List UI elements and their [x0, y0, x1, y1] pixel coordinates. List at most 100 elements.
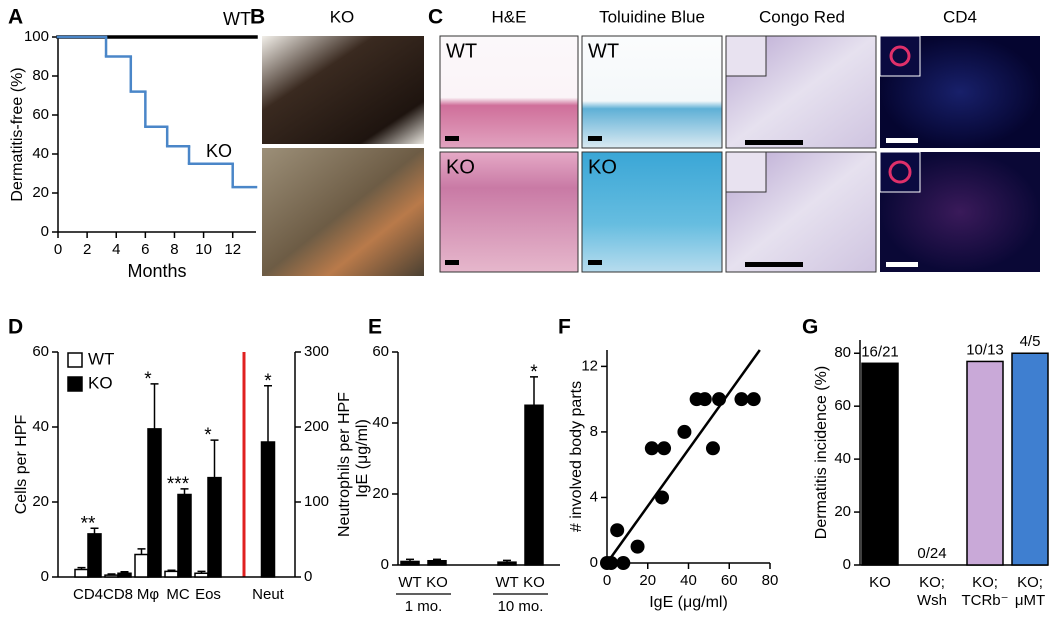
tick-label: 10: [195, 241, 212, 258]
point: [644, 441, 659, 456]
fit-line: [605, 349, 761, 564]
tick-label: 12: [581, 357, 598, 374]
tick-label: 100: [304, 493, 329, 510]
tick-label: 4: [590, 488, 598, 505]
tick-label: 6: [141, 241, 149, 258]
legend-swatch: [67, 352, 83, 368]
bar: [260, 441, 276, 578]
panel-b: B KO: [250, 6, 424, 276]
series-label: WT: [223, 9, 251, 29]
annotation: 4/5: [1020, 333, 1041, 350]
legend-swatch: [67, 376, 83, 392]
photo: [262, 36, 424, 144]
series-label: KO: [206, 141, 232, 161]
tick-label: 20: [372, 485, 389, 502]
point: [604, 556, 619, 570]
panel-letter: E: [368, 316, 382, 339]
annotation: **: [81, 513, 96, 534]
tick-label: 60: [834, 397, 851, 414]
column-title: Congo Red: [759, 7, 845, 26]
scale-bar: [445, 260, 459, 265]
x-tick-label: KO: [426, 574, 448, 591]
panel-letter: G: [802, 316, 818, 339]
y-axis-label: Dermatitis-free (%): [9, 67, 26, 201]
bar: [1011, 352, 1049, 566]
scale-bar: [588, 260, 602, 265]
x-tick-label: KO;: [972, 574, 998, 591]
micrograph: [581, 151, 723, 273]
bar: [524, 404, 544, 566]
tick-label: 60: [721, 572, 738, 589]
bar: [194, 572, 209, 578]
bar: [87, 533, 102, 578]
column-title: CD4: [943, 7, 977, 26]
tick-label: 200: [304, 418, 329, 435]
bar: [966, 360, 1004, 566]
tick-label: 20: [639, 572, 656, 589]
bar: [134, 553, 149, 578]
x-tick-label: CD8: [103, 586, 133, 603]
annotation: 16/21: [861, 343, 899, 360]
panel-letter: A: [8, 6, 23, 29]
y-axis-label: Dermatitis incidence (%): [813, 366, 830, 539]
y-axis-label: # involved body parts: [568, 381, 585, 532]
scale-bar: [886, 138, 918, 143]
tick-label: 4: [112, 241, 120, 258]
tick-label: 40: [680, 572, 697, 589]
annotation: 0/24: [917, 545, 946, 562]
group-label: 10 mo.: [498, 598, 544, 615]
bar: [497, 561, 517, 566]
column-title: H&E: [492, 7, 527, 26]
bar: [427, 559, 447, 566]
micrograph: [581, 35, 723, 149]
x-tick-label: KO: [869, 574, 891, 591]
row-label: KO: [446, 156, 475, 178]
tick-label: 0: [590, 554, 598, 571]
y2-axis-label: Neutrophils per HPF: [336, 392, 353, 537]
tick-label: 8: [170, 241, 178, 258]
x-tick-label: Eos: [195, 586, 221, 603]
x-axis-label: Months: [127, 261, 186, 281]
point: [610, 523, 625, 538]
tick-label: 0: [304, 568, 312, 585]
bar: [177, 493, 192, 578]
tick-label: 20: [32, 184, 49, 201]
column-title: Toluidine Blue: [599, 7, 705, 26]
tick-label: 0: [603, 572, 611, 589]
tick-label: 2: [83, 241, 91, 258]
x-tick-label: KO;: [1017, 574, 1043, 591]
micrograph: [439, 151, 579, 273]
inset: [725, 35, 767, 77]
row-label: WT: [588, 40, 619, 62]
x-tick-label: Neut: [252, 586, 285, 603]
x-tick-label: μMT: [1015, 592, 1045, 609]
tick-label: 60: [32, 106, 49, 123]
legend-label: KO: [88, 373, 113, 392]
panel-letter: D: [8, 316, 23, 339]
tick-label: 80: [762, 572, 779, 589]
image-title: KO: [330, 7, 355, 26]
cell: [888, 160, 912, 184]
point: [705, 441, 720, 456]
x-axis-label: IgE (μg/ml): [649, 594, 728, 611]
scale-bar: [745, 262, 803, 267]
inset: [879, 151, 921, 193]
scale-bar: [745, 140, 803, 145]
bar: [207, 476, 222, 578]
point: [697, 392, 712, 407]
bar: [104, 574, 119, 578]
legend-label: WT: [88, 349, 114, 368]
tick-label: 100: [24, 28, 49, 45]
x-tick-label: Wsh: [917, 592, 947, 609]
tick-label: 0: [381, 556, 389, 573]
point: [630, 539, 645, 554]
tick-label: 20: [834, 503, 851, 520]
y-axis-label: Cells per HPF: [13, 414, 30, 514]
bar: [74, 568, 89, 578]
tick-label: 80: [834, 344, 851, 361]
bar: [147, 428, 162, 578]
annotation: 10/13: [966, 341, 1004, 358]
x-tick-label: KO: [523, 574, 545, 591]
annotation: *: [144, 369, 152, 390]
row-label: KO: [588, 156, 617, 178]
